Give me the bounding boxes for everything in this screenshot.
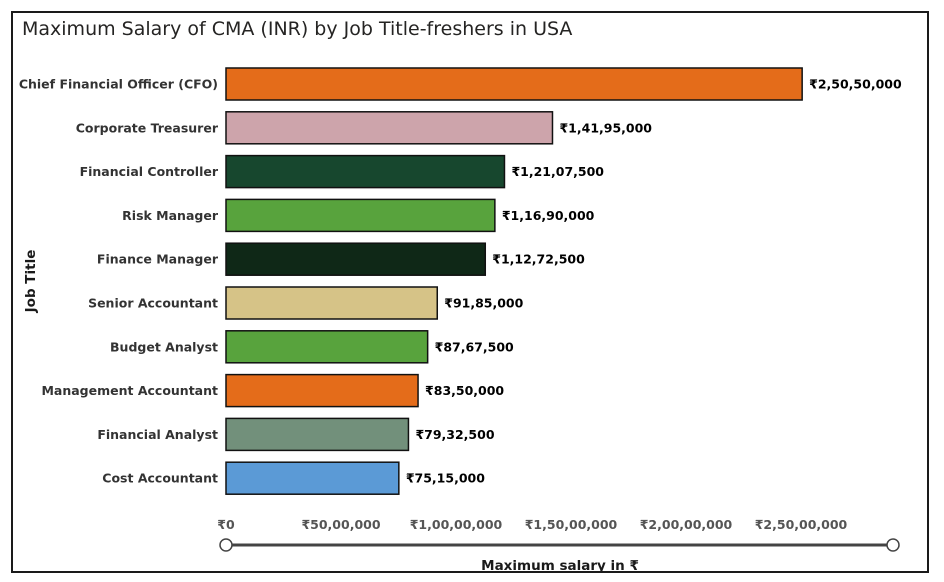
zoom-slider-start-handle[interactable] bbox=[219, 538, 233, 552]
x-tick-label-0: ₹0 bbox=[217, 517, 235, 532]
bar-1[interactable] bbox=[225, 111, 554, 145]
bar-0[interactable] bbox=[225, 67, 803, 101]
chart-title: Maximum Salary of CMA (INR) by Job Title… bbox=[22, 18, 573, 40]
x-tick-label-1: ₹50,00,000 bbox=[301, 517, 380, 532]
category-label-3: Risk Manager bbox=[122, 208, 219, 223]
chart-frame: Maximum Salary of CMA (INR) by Job Title… bbox=[11, 11, 929, 573]
bar-8[interactable] bbox=[225, 417, 410, 452]
value-label-3: ₹1,16,90,000 bbox=[502, 208, 595, 223]
x-axis-zoom-slider[interactable] bbox=[219, 538, 900, 552]
value-label-5: ₹91,85,000 bbox=[444, 296, 523, 311]
category-label-8: Financial Analyst bbox=[97, 427, 218, 442]
zoom-slider-end-handle[interactable] bbox=[886, 538, 900, 552]
bar-3[interactable] bbox=[225, 198, 496, 233]
x-tick-label-3: ₹1,50,00,000 bbox=[525, 517, 618, 532]
value-label-9: ₹75,15,000 bbox=[406, 471, 485, 486]
x-axis-title: Maximum salary in ₹ bbox=[481, 558, 639, 574]
x-tick-label-5: ₹2,50,00,000 bbox=[755, 517, 848, 532]
category-labels: Chief Financial Officer (CFO) Corporate T… bbox=[19, 77, 219, 486]
category-label-6: Budget Analyst bbox=[110, 339, 218, 354]
y-axis-title: Job Title bbox=[23, 250, 39, 314]
value-label-7: ₹83,50,000 bbox=[425, 383, 504, 398]
value-label-1: ₹1,41,95,000 bbox=[559, 120, 652, 135]
value-label-6: ₹87,67,500 bbox=[435, 339, 514, 354]
x-tick-label-4: ₹2,00,00,000 bbox=[640, 517, 733, 532]
bars-group bbox=[225, 67, 803, 495]
bar-2[interactable] bbox=[225, 154, 506, 189]
bar-7[interactable] bbox=[225, 373, 419, 408]
bar-6[interactable] bbox=[225, 330, 429, 364]
x-axis-ticks: ₹0 ₹50,00,000 ₹1,00,00,000 ₹1,50,00,000 ₹2,0… bbox=[217, 517, 847, 532]
category-label-9: Cost Accountant bbox=[102, 471, 218, 486]
value-label-2: ₹1,21,07,500 bbox=[511, 164, 604, 179]
bar-5[interactable] bbox=[225, 286, 439, 320]
value-label-4: ₹1,12,72,500 bbox=[492, 252, 585, 267]
category-label-1: Corporate Treasurer bbox=[76, 120, 219, 135]
bar-9[interactable] bbox=[225, 461, 400, 495]
value-label-0: ₹2,50,50,000 bbox=[809, 77, 902, 92]
category-label-2: Financial Controller bbox=[80, 164, 219, 179]
category-label-7: Management Accountant bbox=[41, 383, 218, 398]
bar-4[interactable] bbox=[225, 242, 487, 276]
value-label-8: ₹79,32,500 bbox=[415, 427, 494, 442]
category-label-4: Finance Manager bbox=[97, 252, 219, 267]
category-label-5: Senior Accountant bbox=[88, 296, 218, 311]
value-labels: ₹2,50,50,000 ₹1,41,95,000 ₹1,21,07,500 ₹1,1… bbox=[406, 77, 902, 486]
category-label-0: Chief Financial Officer (CFO) bbox=[19, 77, 218, 92]
x-tick-label-2: ₹1,00,00,000 bbox=[410, 517, 503, 532]
